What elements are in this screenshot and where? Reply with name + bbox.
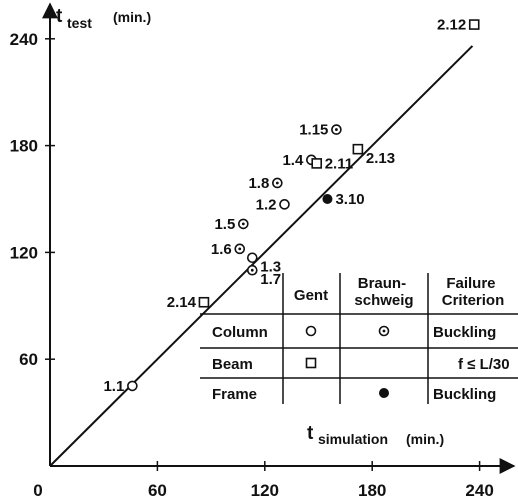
y-axis-label-unit: (min.) (113, 9, 151, 25)
data-point-label: 1.15 (299, 122, 328, 139)
x-tick-label: 120 (251, 481, 279, 500)
data-point-label: 2.13 (366, 150, 395, 167)
legend-marker-braunschweig (379, 388, 389, 398)
legend-row-frame-name: Frame (212, 386, 257, 403)
data-point (246, 264, 258, 276)
data-point (311, 158, 323, 169)
x-tick-label: 180 (358, 481, 386, 500)
x-tick-label: 240 (465, 481, 493, 500)
data-point (198, 296, 210, 308)
legend-marker-braunschweig (378, 325, 390, 337)
x-tick-label: 0 (33, 481, 42, 500)
legend-header-criterion: Failure Criterion (442, 275, 505, 309)
data-point (352, 143, 364, 155)
x-axis-label: t simulation (min.) (307, 423, 444, 447)
data-point-label: 1.6 (211, 241, 232, 258)
data-point-label: 1.8 (248, 175, 269, 192)
legend-table: Gent Braun- schweig Failure Criterion Co… (200, 273, 518, 404)
data-point (234, 243, 246, 255)
data-point-label: 1.7 (260, 271, 281, 288)
reference-line (49, 45, 474, 467)
legend-marker-gent (305, 325, 317, 337)
legend-row-beam-name: Beam (212, 356, 253, 373)
legend-markers (305, 325, 390, 398)
data-point-label: 2.12 (437, 17, 466, 34)
data-point-label: 2.14 (167, 294, 197, 311)
data-points: 1.1 1.2 1.3 1.4 1.5 1.6 1.7 1.8 1.15 2.11 2.12 2.13… (103, 17, 480, 395)
data-point-label: 1.4 (282, 152, 304, 169)
data-point (127, 380, 138, 392)
x-axis-label-sub: simulation (318, 431, 388, 447)
data-point-label: 2.11 (325, 155, 353, 172)
axis-ticks: 0 60 120 180 240 60 120 180 240 (10, 30, 494, 500)
legend-header-gent: Gent (294, 287, 328, 304)
y-tick-label: 180 (10, 137, 38, 156)
data-point (279, 199, 290, 210)
legend-row-frame-criterion: Buckling (433, 386, 496, 403)
legend-row-column-criterion: Buckling (433, 324, 496, 341)
y-tick-label: 120 (10, 243, 38, 262)
data-point (238, 218, 249, 230)
data-point (246, 252, 258, 264)
y-tick-label: 60 (19, 350, 38, 369)
data-point (272, 177, 283, 189)
data-point (331, 124, 342, 135)
legend-row-column-name: Column (212, 324, 268, 341)
data-point (468, 19, 480, 30)
y-tick-label: 240 (10, 30, 38, 49)
x-axis-label-main: t (307, 423, 314, 444)
data-point-label: 1.3 (260, 259, 281, 276)
x-axis-label-unit: (min.) (406, 431, 444, 447)
data-point-label: 3.10 (335, 191, 364, 208)
data-point-label: 1.2 (256, 196, 277, 213)
reference-line-group (49, 45, 474, 467)
data-point (322, 194, 333, 204)
y-axis-label-main: t (56, 6, 63, 27)
legend-marker-gent (305, 357, 317, 369)
data-point-label: 1.5 (214, 216, 235, 233)
y-axis-label-sub: test (67, 15, 92, 31)
x-tick-label: 60 (148, 481, 167, 500)
legend-row-beam-criterion: f ≤ L/30 (458, 356, 510, 373)
y-axis-label: t test (min.) (56, 6, 151, 31)
legend-header-braunschweig: Braun- schweig (354, 275, 413, 309)
data-point-label: 1.1 (103, 378, 124, 395)
